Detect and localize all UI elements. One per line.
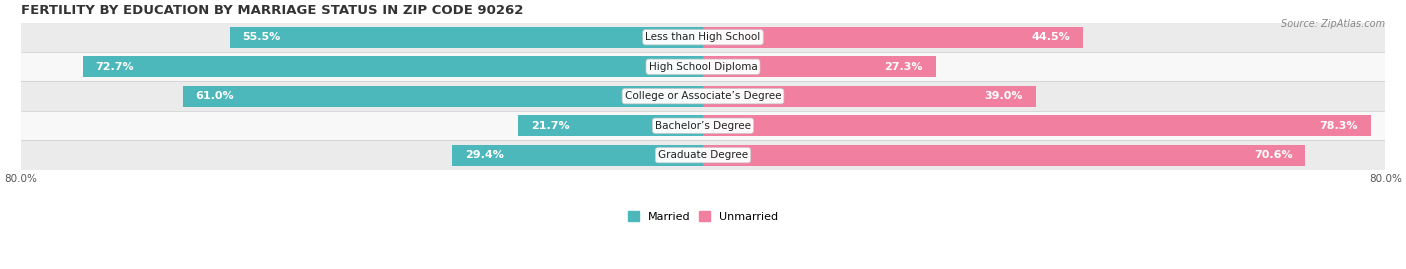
Bar: [703, 115, 1371, 136]
Text: Less than High School: Less than High School: [645, 32, 761, 42]
Text: College or Associate’s Degree: College or Associate’s Degree: [624, 91, 782, 101]
Bar: [83, 56, 703, 77]
Bar: [21, 82, 1385, 111]
Bar: [21, 52, 1385, 82]
Bar: [703, 144, 1305, 166]
Bar: [453, 144, 703, 166]
Legend: Married, Unmarried: Married, Unmarried: [623, 207, 783, 226]
Bar: [517, 115, 703, 136]
Text: 21.7%: 21.7%: [530, 121, 569, 131]
Bar: [703, 86, 1036, 107]
Text: FERTILITY BY EDUCATION BY MARRIAGE STATUS IN ZIP CODE 90262: FERTILITY BY EDUCATION BY MARRIAGE STATU…: [21, 4, 523, 17]
Bar: [703, 27, 1083, 48]
Bar: [183, 86, 703, 107]
Text: 72.7%: 72.7%: [96, 62, 135, 72]
Text: Graduate Degree: Graduate Degree: [658, 150, 748, 160]
Text: 29.4%: 29.4%: [465, 150, 503, 160]
Text: 39.0%: 39.0%: [984, 91, 1024, 101]
Text: 27.3%: 27.3%: [884, 62, 924, 72]
Text: 55.5%: 55.5%: [242, 32, 281, 42]
Bar: [229, 27, 703, 48]
Text: 61.0%: 61.0%: [195, 91, 233, 101]
Bar: [21, 23, 1385, 52]
Text: 44.5%: 44.5%: [1031, 32, 1070, 42]
Text: 70.6%: 70.6%: [1254, 150, 1292, 160]
Text: Source: ZipAtlas.com: Source: ZipAtlas.com: [1281, 19, 1385, 29]
Text: Bachelor’s Degree: Bachelor’s Degree: [655, 121, 751, 131]
Text: High School Diploma: High School Diploma: [648, 62, 758, 72]
Bar: [21, 111, 1385, 140]
Bar: [703, 56, 936, 77]
Text: 78.3%: 78.3%: [1320, 121, 1358, 131]
Bar: [21, 140, 1385, 170]
